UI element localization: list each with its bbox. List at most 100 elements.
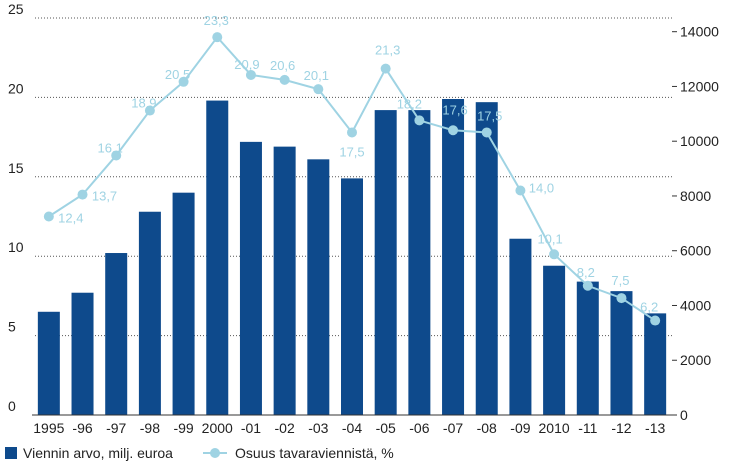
bar <box>341 178 363 415</box>
bar <box>138 211 161 415</box>
y-left-tick-label: 25 <box>8 1 24 17</box>
bar <box>509 238 532 415</box>
line-point <box>448 125 459 136</box>
bar <box>206 100 229 416</box>
line-point <box>279 74 290 85</box>
bar <box>37 311 60 415</box>
data-label: 20,1 <box>304 68 329 83</box>
data-label: 12,4 <box>58 211 83 226</box>
line-point <box>313 84 324 95</box>
x-tick-label: -98 <box>140 420 160 436</box>
bar <box>374 110 397 415</box>
line-point <box>347 127 357 138</box>
line-point <box>380 63 391 74</box>
line-point <box>144 105 155 116</box>
y-right-tick-label: 14000 <box>680 24 719 40</box>
line-series <box>43 32 661 326</box>
x-tick-label: -11 <box>578 420 597 436</box>
y-right-tick-label: 10000 <box>680 133 719 149</box>
data-label: 20,6 <box>270 58 295 73</box>
line-point <box>650 315 661 326</box>
x-tick-label: -08 <box>477 420 497 436</box>
bar <box>576 281 599 415</box>
bar <box>239 141 262 415</box>
line-point <box>549 249 560 260</box>
data-label: 20,9 <box>234 57 259 72</box>
x-tick-label: -02 <box>275 420 295 436</box>
x-tick-label: -06 <box>409 420 429 436</box>
y-left-tick-label: 0 <box>8 398 16 414</box>
x-tick-label: -01 <box>241 420 261 436</box>
point-labels: 12,4 13,7 16,1 18,9 20,5 23,3 20,9 20,6 20,1 17,5… <box>58 13 658 314</box>
x-tick-label: -03 <box>308 420 328 436</box>
line-point <box>77 189 88 200</box>
axes: 0 5 10 15 20 25 0 2000 4000 6000 8000 10000 12000 140… <box>8 1 719 436</box>
bar <box>543 265 566 415</box>
y-right-tick-label: 6000 <box>680 243 711 259</box>
data-label: 7,5 <box>611 273 629 288</box>
line-point <box>178 76 189 87</box>
line-point <box>111 150 122 161</box>
x-tick-label: -07 <box>443 420 463 436</box>
bar-series <box>37 98 667 416</box>
x-tick-label: 2000 <box>202 420 233 436</box>
bar <box>442 98 465 415</box>
data-label: 18,2 <box>397 96 422 111</box>
data-label: 17,5 <box>339 144 364 159</box>
data-label: 23,3 <box>204 13 229 28</box>
line-point <box>481 127 492 138</box>
line-point <box>515 185 526 196</box>
legend-bar-swatch <box>5 447 17 459</box>
x-tick-label: -05 <box>376 420 396 436</box>
bar <box>475 102 498 415</box>
y-left-tick-label: 5 <box>8 319 16 335</box>
x-tick-label: 1995 <box>33 420 64 436</box>
line-point <box>616 293 627 304</box>
bar <box>644 313 667 415</box>
legend: Viennin arvo, milj. euroa Osuus tavaravi… <box>5 445 394 461</box>
y-right-tick-label: 2000 <box>680 352 711 368</box>
data-label: 17,5 <box>477 108 502 123</box>
data-label: 8,2 <box>577 265 595 280</box>
line-point <box>212 32 223 43</box>
x-tick-label: 2010 <box>539 420 570 436</box>
line-point <box>582 280 593 291</box>
bar <box>273 146 296 416</box>
bar <box>610 291 633 415</box>
y-left-tick-label: 10 <box>8 239 24 255</box>
x-tick-label: -12 <box>611 420 631 436</box>
y-right-tick-label: 12000 <box>680 78 719 94</box>
legend-bar-label: Viennin arvo, milj. euroa <box>23 445 173 461</box>
legend-line-marker <box>210 448 220 458</box>
data-label: 21,3 <box>375 43 400 58</box>
x-tick-label: -04 <box>342 420 362 436</box>
y-right-tick-label: 8000 <box>680 188 711 204</box>
y-left-tick-label: 15 <box>8 160 24 176</box>
bar <box>71 292 94 415</box>
bar <box>408 110 431 415</box>
data-label: 6,2 <box>640 300 658 315</box>
y-left-tick-label: 20 <box>8 80 24 96</box>
legend-line-label: Osuus tavaraviennistä, % <box>235 445 394 461</box>
bar <box>172 192 195 415</box>
x-tick-label: -09 <box>510 420 530 436</box>
data-label: 16,1 <box>98 140 123 155</box>
data-label: 10,1 <box>537 231 562 246</box>
data-label: 20,5 <box>165 67 190 82</box>
y-right-tick-label: 0 <box>680 407 688 423</box>
x-tick-label: -99 <box>173 420 193 436</box>
x-tick-label: -13 <box>645 420 665 436</box>
x-tick-label: -97 <box>106 420 126 436</box>
data-label: 13,7 <box>92 189 117 204</box>
data-label: 18,9 <box>131 96 156 111</box>
data-label: 17,6 <box>442 102 467 117</box>
y-right-tick-label: 4000 <box>680 297 711 313</box>
line-point <box>414 115 425 126</box>
line-point <box>245 69 256 80</box>
line-point <box>43 211 54 222</box>
x-tick-label: -96 <box>72 420 92 436</box>
bar <box>105 253 128 415</box>
bar <box>307 159 330 415</box>
